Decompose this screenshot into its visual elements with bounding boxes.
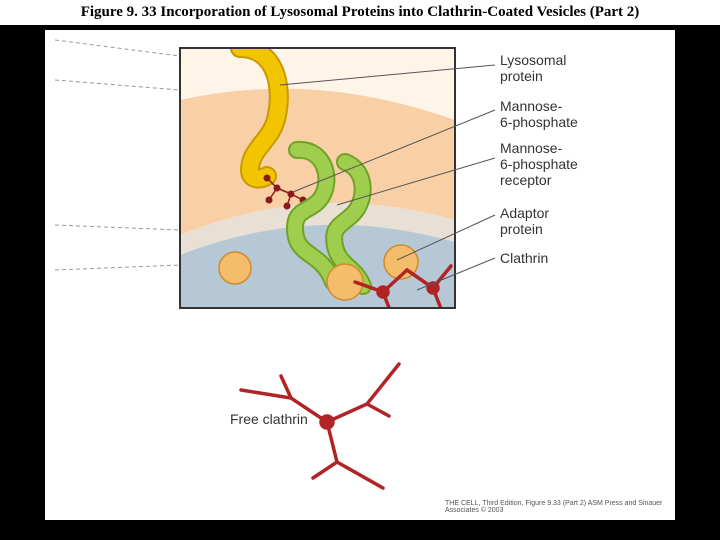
diagram-stage: Lysosomal protein Mannose- 6-phosphate M…: [45, 30, 675, 520]
cell-box-contents: [180, 48, 455, 318]
label-clathrin: Clathrin: [500, 250, 548, 266]
label-m6p-receptor: Mannose- 6-phosphate receptor: [500, 140, 578, 188]
label-free-clathrin: Free clathrin: [230, 411, 308, 427]
label-lysosomal-protein: Lysosomal protein: [500, 52, 566, 84]
figure-credit: THE CELL, Third Edition, Figure 9.33 (Pa…: [445, 500, 675, 514]
figure-canvas: Lysosomal protein Mannose- 6-phosphate M…: [45, 30, 675, 520]
label-m6p: Mannose- 6-phosphate: [500, 98, 578, 130]
label-adaptor: Adaptor protein: [500, 205, 549, 237]
guide-lines: [55, 40, 180, 270]
diagram-svg: [45, 30, 675, 520]
figure-title: Figure 9. 33 Incorporation of Lysosomal …: [0, 0, 720, 25]
